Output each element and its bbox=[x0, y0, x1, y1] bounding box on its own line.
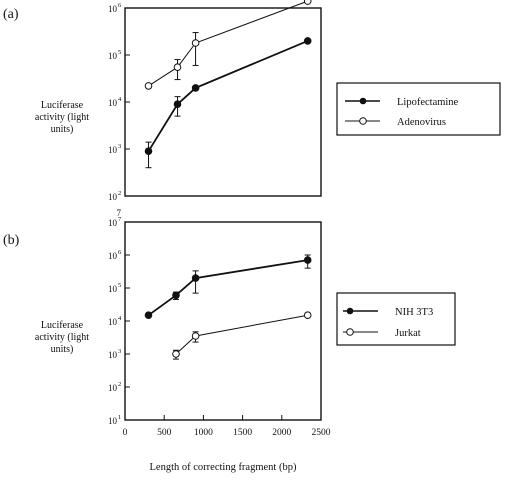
panel-b-ylabel-line3: units) bbox=[51, 344, 74, 355]
panel-b: (b) 7 Luciferase activity (light units) … bbox=[3, 208, 456, 438]
panel-a-ytick-exponent: 5 bbox=[118, 49, 121, 56]
panel-b-ytick-exponent: 7 bbox=[118, 216, 122, 223]
panel-b-ytick-exponent: 2 bbox=[118, 381, 121, 388]
panel-b-xtick-label: 500 bbox=[157, 428, 172, 438]
panel-b-ytick-label: 10 bbox=[108, 350, 118, 360]
panel-a-legend: Lipofectamine Adenovirus bbox=[336, 82, 501, 136]
jurkat-point bbox=[191, 332, 200, 340]
panel-a-ytick-label: 10 bbox=[108, 192, 118, 202]
panel-b-xtick-label: 1000 bbox=[194, 428, 213, 438]
panel-a-plot-frame bbox=[124, 7, 322, 197]
panel-b-xtick-label: 1500 bbox=[233, 428, 252, 438]
jurkat-point bbox=[172, 350, 180, 358]
panel-a-legend-box bbox=[336, 82, 501, 136]
adenovirus-point bbox=[173, 63, 182, 71]
panel-b-xtick-label: 2000 bbox=[272, 428, 291, 438]
adenovirus-point bbox=[144, 82, 153, 90]
nih3t3-point bbox=[172, 291, 180, 300]
panel-b-legend: NIH 3T3 Jurkat bbox=[336, 292, 456, 346]
legend-nih3t3-marker bbox=[346, 307, 354, 315]
panel-b-ytick-label: 10 bbox=[108, 284, 118, 294]
panel-a-ylabel-line3: units) bbox=[51, 124, 74, 135]
legend-jurkat-marker bbox=[346, 328, 354, 336]
panel-b-label: (b) bbox=[3, 233, 20, 248]
panel-a-ylabel-line2: activity (light bbox=[35, 112, 89, 123]
panel-b-xtick-label: 0 bbox=[123, 428, 128, 438]
legend-jurkat-label: Jurkat bbox=[395, 328, 421, 339]
panel-b-ytick-label: 10 bbox=[108, 251, 118, 261]
panel-b-ytick-exponent: 6 bbox=[118, 249, 122, 256]
panel-a-ytick-label: 10 bbox=[108, 145, 118, 155]
panel-a-ytick-exponent: 3 bbox=[118, 143, 121, 150]
panel-b-ylabel-line2: activity (light bbox=[35, 332, 89, 343]
panel-b-legend-box bbox=[336, 292, 456, 346]
nih3t3-series-line bbox=[147, 259, 308, 316]
adenovirus-point bbox=[191, 39, 200, 47]
panel-b-ytick-exponent: 3 bbox=[118, 348, 121, 355]
lipofectamine-series-line bbox=[147, 40, 309, 152]
legend-adenovirus-marker bbox=[359, 117, 367, 125]
panel-a-ytick-exponent: 6 bbox=[118, 2, 122, 9]
jurkat-point bbox=[303, 311, 312, 320]
nih3t3-point bbox=[303, 256, 312, 264]
legend-nih3t3-label: NIH 3T3 bbox=[395, 307, 433, 318]
panel-b-plot-frame bbox=[124, 221, 322, 421]
panel-b-ytick-label: 10 bbox=[108, 383, 118, 393]
legend-lipofectamine-marker bbox=[359, 97, 367, 105]
panel-a-ytick-label: 10 bbox=[108, 98, 118, 108]
adenovirus-series-line bbox=[148, 0, 308, 87]
panel-a-ytick-exponent: 2 bbox=[118, 190, 121, 197]
panel-b-xtick-label: 2500 bbox=[312, 428, 331, 438]
lipofectamine-point bbox=[191, 84, 200, 92]
legend-adenovirus-label: Adenovirus bbox=[397, 117, 446, 128]
panel-b-ytick-exponent: 1 bbox=[118, 414, 121, 421]
lipofectamine-point bbox=[144, 147, 153, 155]
panel-b-ytick-label: 10 bbox=[108, 317, 118, 327]
panel-b-ytick-label: 10 bbox=[108, 416, 118, 426]
panel-a-label: (a) bbox=[3, 7, 19, 22]
lipofectamine-point bbox=[303, 37, 312, 45]
panel-a-ylabel-line1: Luciferase bbox=[41, 100, 84, 111]
nih3t3-point bbox=[191, 274, 200, 282]
x-axis-label: Length of correcting fragment (bp) bbox=[150, 462, 297, 473]
nih3t3-point bbox=[144, 311, 153, 320]
legend-lipofectamine-label: Lipofectamine bbox=[397, 97, 459, 108]
lipofectamine-point bbox=[173, 100, 182, 108]
panel-a: (a) Luciferase activity (light units) 10… bbox=[3, 0, 501, 202]
panel-a-ytick-label: 10 bbox=[108, 4, 118, 14]
panel-a-ytick-exponent: 4 bbox=[118, 96, 122, 103]
panel-a-ytick-label: 10 bbox=[108, 51, 118, 61]
adenovirus-point bbox=[303, 0, 312, 5]
panel-b-ytick-label: 10 bbox=[108, 218, 118, 228]
panel-b-ytick-exponent: 5 bbox=[118, 282, 121, 289]
panel-b-ytick-exponent: 4 bbox=[118, 315, 122, 322]
panel-b-side-label: 7 bbox=[117, 208, 122, 218]
panel-b-ylabel-line1: Luciferase bbox=[41, 320, 84, 331]
